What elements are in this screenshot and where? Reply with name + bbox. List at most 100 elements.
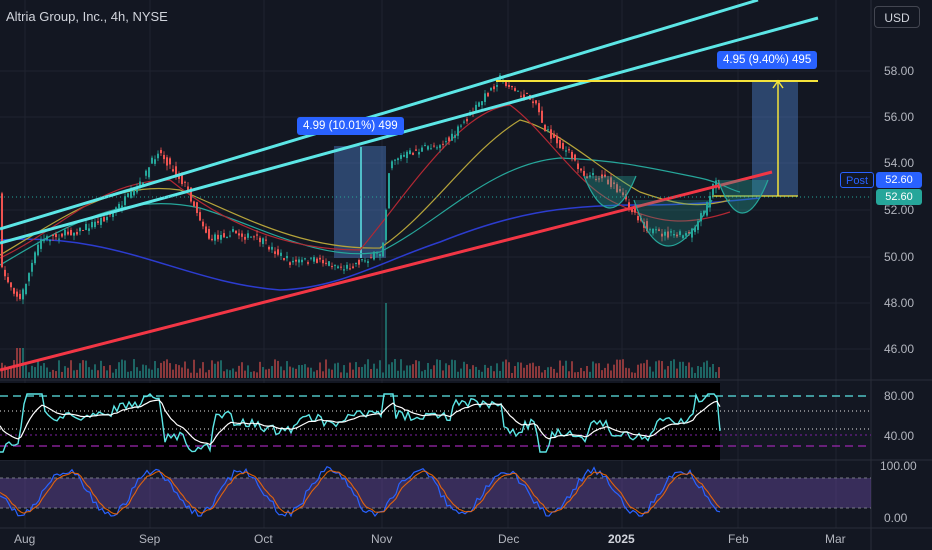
volume-bar bbox=[286, 361, 288, 378]
candle-body bbox=[151, 157, 153, 164]
cup-right-arc[interactable] bbox=[717, 179, 769, 214]
volume-bar bbox=[520, 362, 522, 378]
volume-bar bbox=[97, 370, 99, 378]
cup-left-arc[interactable] bbox=[583, 175, 637, 209]
candle-body bbox=[25, 283, 27, 295]
volume-bar bbox=[409, 365, 411, 378]
volume-bar bbox=[277, 360, 279, 378]
candle-body bbox=[271, 246, 273, 250]
candle-body bbox=[580, 168, 582, 171]
volume-bar bbox=[316, 370, 318, 378]
volume-bar bbox=[715, 372, 717, 378]
volume-bar bbox=[706, 360, 708, 378]
volume-bar bbox=[664, 369, 666, 378]
candle-body bbox=[487, 92, 489, 97]
candle-body bbox=[562, 143, 564, 149]
volume-bar bbox=[124, 360, 126, 378]
volume-bar bbox=[307, 367, 309, 378]
volume-bar bbox=[259, 361, 261, 378]
volume-bar bbox=[367, 359, 369, 378]
candle-body bbox=[442, 143, 444, 145]
candle-body bbox=[289, 262, 291, 265]
volume-bar bbox=[16, 348, 18, 378]
volume-bar bbox=[325, 359, 327, 378]
candle-body bbox=[445, 141, 447, 143]
candle-body bbox=[28, 273, 30, 282]
candle-body bbox=[712, 184, 714, 195]
volume-bar bbox=[172, 369, 174, 378]
volume-bar bbox=[466, 364, 468, 378]
volume-bar bbox=[322, 371, 324, 378]
candle-body bbox=[292, 260, 294, 263]
candle-body bbox=[634, 207, 636, 213]
volume-bar bbox=[457, 371, 459, 378]
candle-body bbox=[82, 229, 84, 231]
candle-body bbox=[709, 195, 711, 208]
volume-bar bbox=[295, 368, 297, 378]
volume-bar bbox=[235, 371, 237, 378]
measure-box-first[interactable] bbox=[334, 146, 386, 258]
volume-bar bbox=[40, 365, 42, 378]
candle-body bbox=[613, 182, 615, 185]
candle-body bbox=[133, 188, 135, 196]
candle-body bbox=[577, 163, 579, 170]
volume-bar bbox=[676, 368, 678, 378]
candle-body bbox=[424, 145, 426, 147]
candle-body bbox=[604, 174, 606, 177]
candle-body bbox=[70, 229, 72, 236]
candle-body bbox=[328, 261, 330, 266]
volume-bar bbox=[232, 368, 234, 378]
candle-body bbox=[208, 228, 210, 239]
volume-bar bbox=[451, 359, 453, 378]
volume-bar bbox=[241, 362, 243, 378]
currency-button[interactable]: USD bbox=[874, 6, 920, 28]
candle-body bbox=[373, 251, 375, 260]
candle-body bbox=[658, 229, 660, 231]
volume-bar bbox=[682, 361, 684, 378]
volume-bar bbox=[73, 370, 75, 378]
volume-bar bbox=[718, 367, 720, 378]
time-label: Nov bbox=[371, 532, 392, 546]
volume-bar bbox=[598, 363, 600, 378]
volume-bar bbox=[271, 366, 273, 378]
cup-main-arc[interactable] bbox=[633, 199, 713, 247]
candle-body bbox=[541, 110, 543, 123]
candle-body bbox=[256, 234, 258, 236]
measure-box-second[interactable] bbox=[752, 81, 798, 196]
price-tick: 48.00 bbox=[884, 296, 914, 310]
candle-body bbox=[316, 258, 318, 263]
channel-lower-line[interactable] bbox=[0, 16, 819, 245]
candle-body bbox=[703, 210, 705, 215]
candle-body bbox=[535, 100, 537, 104]
volume-bar bbox=[94, 364, 96, 378]
candle-body bbox=[349, 268, 351, 270]
time-label: Aug bbox=[14, 532, 35, 546]
candle-body bbox=[127, 193, 129, 198]
volume-bar bbox=[595, 363, 597, 378]
volume-bar bbox=[340, 372, 342, 378]
volume-bar bbox=[184, 361, 186, 378]
candle-body bbox=[262, 238, 264, 244]
candle-body bbox=[184, 181, 186, 183]
candle-body bbox=[517, 90, 519, 92]
candle-body bbox=[193, 201, 195, 207]
candle-body bbox=[553, 133, 555, 138]
measure-label-first: 4.99 (10.01%) 499 bbox=[297, 117, 404, 135]
support-trendline[interactable] bbox=[0, 170, 773, 372]
volume-bar bbox=[613, 364, 615, 378]
candle-body bbox=[436, 147, 438, 149]
candle-body bbox=[286, 255, 288, 259]
volume-bar bbox=[181, 367, 183, 378]
volume-bar bbox=[691, 367, 693, 378]
volume-bar bbox=[379, 360, 381, 378]
volume-bar bbox=[199, 368, 201, 378]
rsi-ma-line bbox=[0, 399, 721, 446]
candle-body bbox=[226, 236, 228, 239]
volume-bar bbox=[79, 363, 81, 378]
candle-body bbox=[43, 239, 45, 242]
channel-upper-line[interactable] bbox=[0, 0, 759, 231]
candle-body bbox=[109, 213, 111, 215]
candle-body bbox=[388, 173, 390, 209]
candle-body bbox=[379, 253, 381, 257]
